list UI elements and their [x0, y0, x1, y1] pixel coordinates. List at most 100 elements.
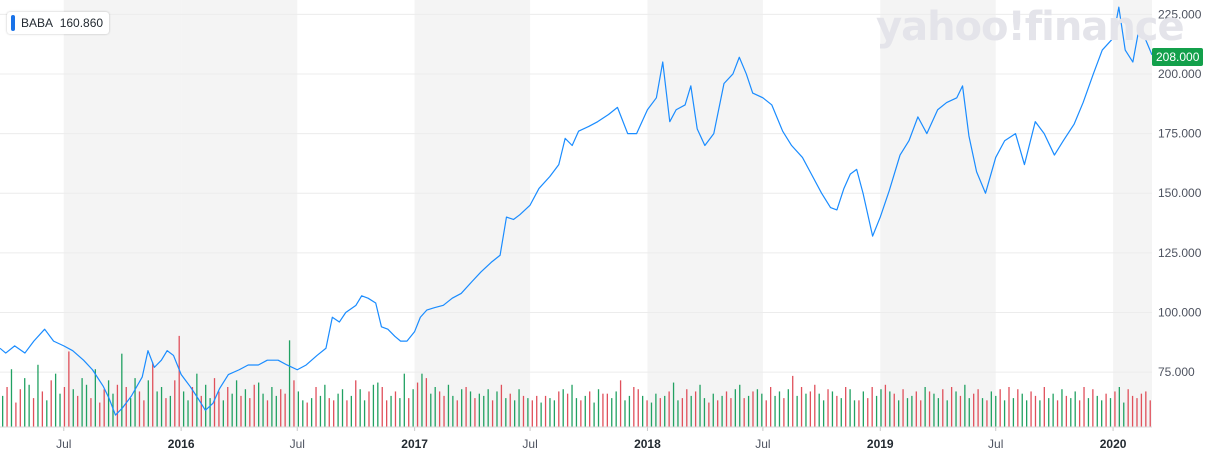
volume-bar	[584, 395, 586, 427]
volume-bar	[858, 400, 860, 427]
volume-bar	[946, 400, 948, 427]
volume-bar	[1109, 398, 1112, 427]
volume-bar	[6, 387, 8, 427]
volume-bar	[456, 400, 458, 427]
volume-bar	[840, 398, 842, 427]
volume-bar	[288, 340, 291, 427]
volume-bar	[280, 389, 282, 427]
price-line	[0, 6, 1153, 416]
legend-ticker[interactable]: BABA 160.860	[7, 12, 110, 34]
volume-bar	[134, 378, 136, 427]
volume-bar	[390, 395, 392, 427]
volume-bar	[509, 393, 511, 427]
volume-bar	[112, 393, 114, 427]
volume-bar	[469, 391, 472, 427]
volume-bar	[553, 400, 556, 427]
volume-bar	[655, 393, 657, 427]
volume-bar	[138, 391, 141, 427]
volume-bar	[341, 389, 344, 427]
volume-bar	[694, 391, 697, 427]
volume-bar	[986, 400, 988, 427]
volume-bar	[209, 398, 211, 427]
volume-bar	[1003, 400, 1006, 427]
volume-bar	[628, 395, 631, 427]
volume-bar	[363, 400, 366, 427]
volume-bar	[372, 384, 375, 427]
volume-bar	[690, 395, 692, 427]
volume-bar	[619, 380, 622, 427]
volume-bar	[491, 400, 494, 427]
x-tick-label: 2016	[168, 437, 195, 451]
volume-bar	[1034, 395, 1037, 427]
volume-bar	[708, 402, 710, 427]
volume-bar	[337, 393, 339, 427]
legend-ticker-value: 160.860	[59, 16, 104, 30]
volume-bar	[271, 387, 273, 427]
volume-bar	[315, 387, 317, 427]
volume-bar	[443, 395, 445, 427]
volume-bar	[814, 384, 816, 427]
volume-bar	[531, 400, 533, 427]
volume-bar	[483, 395, 485, 427]
volume-bar	[103, 389, 105, 427]
last-price-badge: 208.000	[1152, 48, 1204, 66]
volume-bar	[602, 393, 604, 427]
volume-bar	[1114, 391, 1116, 427]
volume-bar	[721, 395, 723, 427]
volume-bar	[915, 391, 917, 427]
volume-bar	[1145, 391, 1147, 427]
volume-bar	[964, 384, 966, 427]
volume-bar	[522, 395, 525, 427]
volume-bar	[867, 398, 869, 427]
volume-bar	[59, 393, 61, 427]
half-year-band	[647, 0, 763, 427]
volume-bar	[686, 389, 688, 427]
volume-bar	[15, 402, 17, 427]
volume-bar	[981, 398, 984, 427]
volume-bar	[275, 395, 277, 427]
volume-bar	[496, 391, 498, 427]
volume-bar	[1043, 387, 1045, 427]
volume-bar	[942, 389, 944, 427]
volume-bar	[571, 384, 573, 427]
volume-bar	[1048, 398, 1050, 427]
x-tick-label: Jul	[522, 437, 537, 451]
volume-bar	[1030, 391, 1032, 427]
volume-bar	[770, 387, 772, 427]
volume-bar	[160, 387, 163, 427]
volume-bar	[200, 395, 202, 427]
volume-bar	[244, 389, 247, 427]
volume-bar	[178, 335, 180, 427]
volume-bar	[19, 389, 21, 427]
volume-bar	[430, 393, 432, 427]
volume-bar	[1140, 393, 1143, 427]
volume-bar	[928, 391, 931, 427]
volume-bar	[1078, 400, 1081, 427]
y-tick-label: 150.000	[1158, 186, 1202, 200]
volume-bar	[1136, 398, 1138, 427]
volume-bar	[1131, 395, 1134, 427]
volume-bar	[37, 364, 39, 427]
volume-bar	[536, 395, 538, 427]
volume-bar	[302, 400, 304, 427]
volume-bar	[1149, 400, 1151, 427]
volume-bar	[85, 384, 88, 427]
volume-bar	[231, 393, 233, 427]
volume-bar	[63, 387, 66, 427]
volume-bar	[249, 398, 251, 427]
volume-bar	[1083, 387, 1085, 427]
volume-bar	[624, 400, 626, 427]
volume-bar	[615, 391, 617, 427]
volume-bar	[306, 402, 308, 427]
volume-bar	[743, 398, 745, 427]
volume-bar	[32, 398, 35, 427]
volume-bar	[461, 389, 463, 427]
half-year-band	[880, 0, 996, 427]
volume-bar	[668, 391, 670, 427]
volume-bar	[783, 398, 785, 427]
x-tick-label: 2017	[401, 437, 428, 451]
volume-bar	[792, 375, 794, 427]
volume-bar	[906, 398, 909, 427]
volume-bar	[54, 373, 57, 427]
